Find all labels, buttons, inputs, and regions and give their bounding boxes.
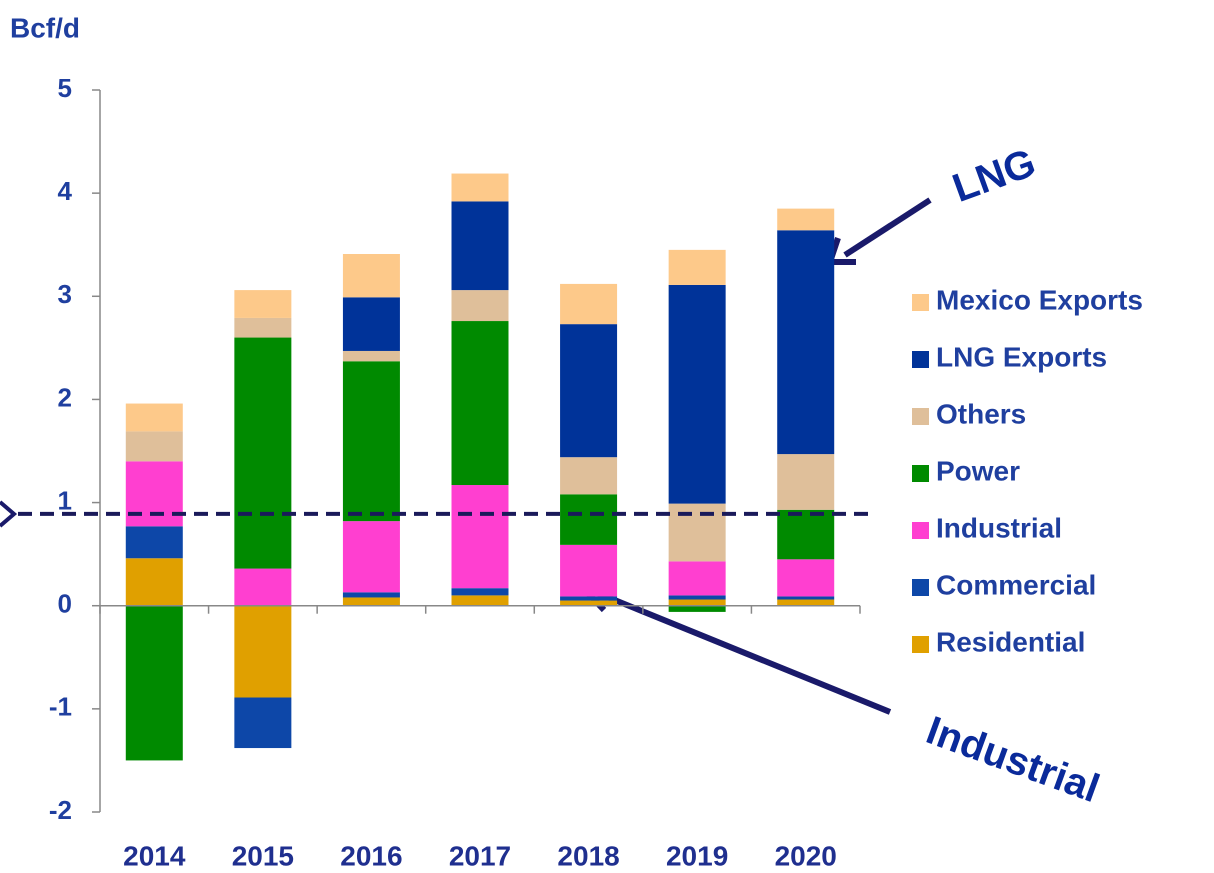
x-tick-label: 2016 (340, 840, 402, 871)
legend-swatch (912, 465, 929, 482)
bar-segment (234, 697, 292, 749)
bar-segment (777, 559, 835, 597)
bar-segment (777, 596, 835, 600)
y-axis-label: Bcf/d (10, 12, 80, 43)
bar-segment (234, 317, 292, 338)
legend-label: Mexico Exports (936, 284, 1143, 315)
legend-label: Others (936, 398, 1026, 429)
bar-segment (451, 588, 509, 596)
legend-label: Power (936, 455, 1020, 486)
legend-swatch (912, 579, 929, 596)
x-tick-label: 2014 (123, 840, 186, 871)
legend-swatch (912, 522, 929, 539)
y-tick-label: 4 (58, 176, 73, 206)
annotation: Industrial (921, 708, 1105, 811)
bar-segment (560, 457, 618, 495)
bar-segment (125, 461, 183, 527)
legend-swatch (912, 351, 929, 368)
bar-segment (668, 595, 726, 600)
y-tick-label: 0 (58, 589, 72, 619)
legend-label: Industrial (936, 512, 1062, 543)
bar-segment (777, 230, 835, 455)
y-tick-label: 2 (58, 382, 72, 412)
bar-segment (451, 173, 509, 202)
bar-segment (342, 297, 400, 351)
bar-segment (342, 521, 400, 593)
bar-segment (234, 337, 292, 569)
annotation: LNG (947, 141, 1041, 211)
bar-segment (560, 600, 618, 606)
legend-label: Commercial (936, 569, 1096, 600)
y-tick-label: -2 (49, 795, 72, 825)
x-tick-label: 2015 (232, 840, 294, 871)
bar-segment (342, 361, 400, 522)
bar-segment (668, 605, 726, 612)
x-tick-label: 2019 (666, 840, 728, 871)
legend-label: LNG Exports (936, 341, 1107, 372)
bar-segment (451, 321, 509, 486)
bar-segment (125, 403, 183, 432)
bar-segment (234, 290, 292, 318)
bar-segment (125, 605, 183, 761)
bar-segment (560, 283, 618, 325)
y-tick-label: 3 (58, 279, 72, 309)
legend-label: Residential (936, 626, 1085, 657)
legend-swatch (912, 408, 929, 425)
bar-segment (668, 599, 726, 606)
bar-segment (451, 595, 509, 606)
x-tick-label: 2018 (557, 840, 619, 871)
bar-segment (777, 208, 835, 231)
x-tick-label: 2017 (449, 840, 511, 871)
y-tick-label: 5 (58, 73, 72, 103)
x-tick-label: 2020 (775, 840, 837, 871)
bar-segment (125, 526, 183, 559)
bar-segment (777, 454, 835, 510)
bar-segment (234, 568, 292, 606)
y-tick-label: 1 (58, 485, 72, 515)
bar-segment (560, 596, 618, 601)
bar-segment (342, 592, 400, 598)
bar-segment (668, 284, 726, 504)
legend-swatch (912, 294, 929, 311)
bar-segment (668, 249, 726, 285)
bar-segment (777, 599, 835, 606)
bar-segment (560, 494, 618, 545)
bar-segment (668, 561, 726, 596)
bar-segment (777, 509, 835, 560)
y-tick-label: -1 (49, 692, 72, 722)
bar-segment (125, 558, 183, 606)
bar-segment (342, 253, 400, 298)
bar-segment (668, 503, 726, 562)
bar-segment (125, 431, 183, 462)
bar-segment (451, 290, 509, 322)
bar-segment (560, 544, 618, 597)
bar-segment (451, 201, 509, 291)
bar-segment (234, 605, 292, 698)
bar-segment (342, 597, 400, 606)
bar-segment (342, 350, 400, 362)
legend-swatch (912, 636, 929, 653)
bar-segment (560, 324, 618, 458)
bar-segment (451, 485, 509, 589)
